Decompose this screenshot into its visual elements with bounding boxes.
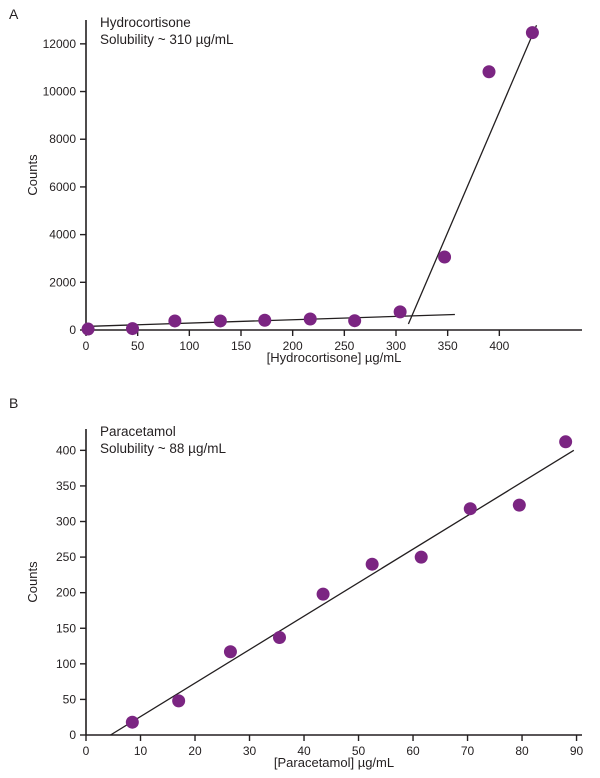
x-tick-label: 70 [461,744,475,758]
data-point [168,314,182,328]
x-tick-label: 200 [283,339,303,353]
data-point [559,435,573,449]
x-tick-label: 50 [352,744,366,758]
y-tick-label: 100 [56,657,76,671]
x-tick-label: 10 [134,744,148,758]
paracetamol-chart: 0 10 20 30 40 50 60 70 80 90 0 50 100 150 200 250 300 350… [25,424,584,770]
x-axis-label: [Hydrocortisone] µg/mL [267,350,402,365]
chart-title: Hydrocortisone [100,15,191,30]
data-point [393,305,407,319]
x-tick-label: 0 [83,744,90,758]
data-point [438,250,452,264]
x-tick-label: 250 [334,339,354,353]
chart-subtitle: Solubility ~ 88 µg/mL [100,441,226,456]
data-point [303,312,317,326]
x-tick-label: 300 [386,339,406,353]
y-tick-label: 150 [56,621,76,635]
data-point [272,631,286,645]
data-point [316,587,330,601]
x-tick-label: 30 [243,744,257,758]
panel-b-label: B [9,395,19,411]
data-point [223,645,237,659]
y-tick-label: 350 [56,479,76,493]
data-point [125,715,139,729]
data-point [258,313,272,327]
chart-title: Paracetamol [100,424,176,439]
x-tick-label: 0 [83,339,90,353]
fit-line [110,449,575,736]
x-tick-label: 400 [489,339,509,353]
data-point [213,314,227,328]
x-tick-label: 50 [131,339,145,353]
panel-a-label: A [9,6,19,22]
x-axis-label: [Paracetamol] µg/mL [274,755,394,770]
data-point [81,322,95,336]
data-point [482,65,496,79]
y-tick-label: 0 [69,728,76,742]
y-axis-label: Counts [25,154,40,196]
y-tick-label: 4000 [49,228,76,242]
data-point [172,694,186,708]
data-point [348,314,362,328]
panel-b: B 0 10 20 30 40 50 60 70 80 90 0 50 100 150 200 250 300 3… [0,389,600,778]
y-tick-label: 6000 [49,180,76,194]
y-tick-label: 400 [56,443,76,457]
x-tick-label: 100 [179,339,199,353]
y-tick-label: 0 [69,323,76,337]
y-tick-label: 12000 [43,37,77,51]
chart-subtitle: Solubility ~ 310 µg/mL [100,32,234,47]
data-point [512,498,526,512]
hydrocortisone-chart: 0 50 100 150 200 250 300 350 4000200040006000800… [25,15,582,365]
x-tick-label: 150 [231,339,251,353]
fit-line [407,24,538,325]
y-tick-label: 200 [56,586,76,600]
y-tick-label: 10000 [43,85,77,99]
y-axis-label: Counts [25,561,40,603]
data-point [365,557,379,571]
y-tick-label: 50 [63,692,77,706]
data-point [126,322,139,336]
data-point [463,502,477,516]
y-tick-label: 300 [56,515,76,529]
data-point [414,550,428,564]
x-tick-label: 90 [570,744,584,758]
y-tick-label: 250 [56,550,76,564]
y-tick-label: 8000 [49,132,76,146]
data-point [525,26,539,40]
y-tick-label: 2000 [49,275,76,289]
x-tick-label: 80 [515,744,529,758]
x-tick-label: 40 [297,744,311,758]
x-tick-label: 60 [406,744,420,758]
x-tick-label: 20 [188,744,202,758]
x-tick-label: 350 [438,339,458,353]
panel-a: A 0 50 100 150 200 250 300 350 400 0 2000 4000 6000 8… [9,6,582,365]
